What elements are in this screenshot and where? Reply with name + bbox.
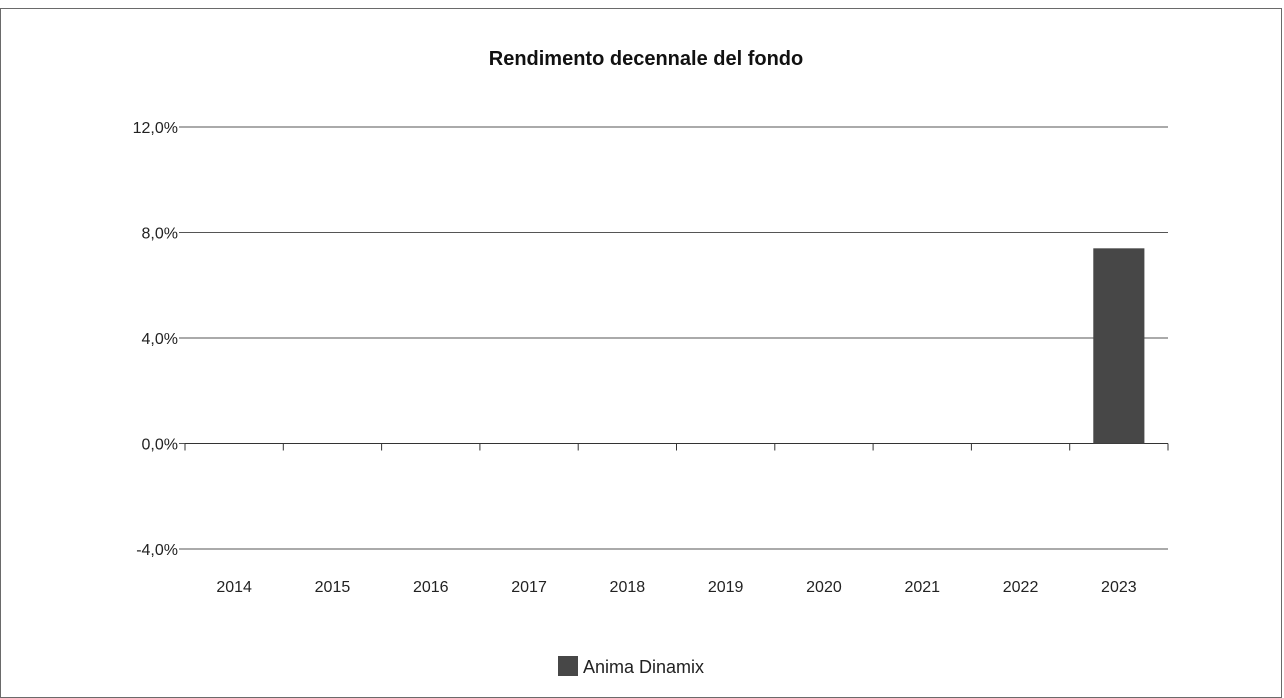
legend: Anima Dinamix bbox=[558, 656, 704, 677]
x-tick-label: 2021 bbox=[904, 579, 940, 596]
y-tick-label: 8,0% bbox=[142, 226, 178, 243]
x-tick-label: 2015 bbox=[315, 579, 351, 596]
x-tick-label: 2014 bbox=[216, 579, 252, 596]
x-tick-label: 2018 bbox=[610, 579, 646, 596]
chart-title: Rendimento decennale del fondo bbox=[489, 48, 803, 70]
chart: Rendimento decennale del fondo -4,0% 0,0%… bbox=[133, 48, 1169, 677]
bar bbox=[1093, 248, 1145, 444]
y-tick-label: 0,0% bbox=[142, 437, 178, 454]
grid-lines bbox=[179, 126, 1168, 550]
x-axis: 2014 2015 2016 2017 2018 2019 2020 2021 2022 2023 bbox=[184, 443, 1169, 596]
y-tick-label: -4,0% bbox=[136, 542, 178, 559]
x-tick-label: 2022 bbox=[1003, 579, 1039, 596]
y-axis-ticks: -4,0% 0,0% 4,0% 8,0% 12,0% bbox=[133, 120, 178, 559]
x-tick-label: 2019 bbox=[708, 579, 744, 596]
chart-frame bbox=[0, 8, 1282, 698]
bars bbox=[1093, 248, 1145, 444]
x-tick-label: 2023 bbox=[1101, 579, 1137, 596]
x-tick-label: 2016 bbox=[413, 579, 449, 596]
legend-swatch bbox=[558, 656, 578, 676]
legend-label: Anima Dinamix bbox=[583, 657, 704, 677]
x-tick-label: 2017 bbox=[511, 579, 547, 596]
y-tick-label: 12,0% bbox=[133, 120, 178, 137]
y-tick-label: 4,0% bbox=[142, 331, 178, 348]
x-tick-label: 2020 bbox=[806, 579, 842, 596]
